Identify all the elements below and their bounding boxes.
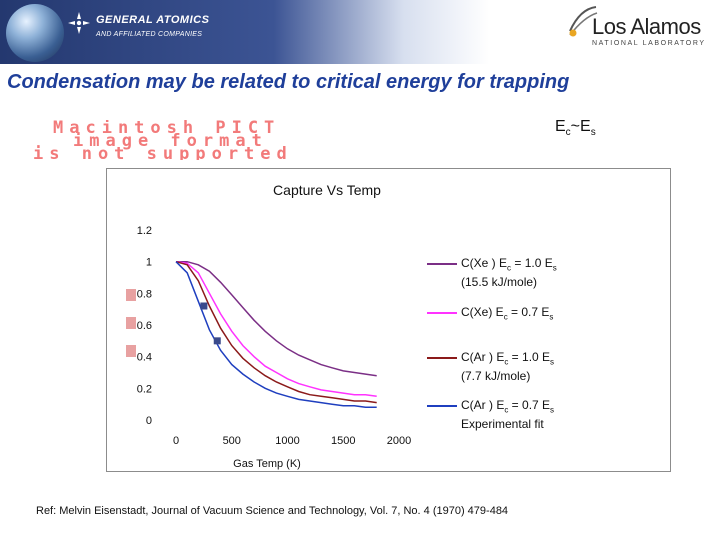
y-tick-label: 0.8 bbox=[137, 288, 152, 300]
left-marker-decoration-icon bbox=[126, 289, 136, 357]
chart-container: Capture Vs Temp Gas Temp (K) 0 0.2 0.4 0.6 0… bbox=[106, 168, 671, 472]
company-name: GENERAL ATOMICS bbox=[96, 14, 210, 26]
y-tick-label: 0.4 bbox=[137, 352, 152, 364]
chart-axes: 0 0.2 0.4 0.6 0.8 1 1.2 0 500 1000 1500 2000 bbox=[137, 225, 412, 447]
globe-logo-icon bbox=[6, 4, 64, 62]
reference-citation: Ref: Melvin Eisenstadt, Journal of Vacuu… bbox=[36, 505, 509, 517]
ec-es-label: Ec~Es bbox=[555, 118, 596, 139]
pict-line-3: is not supported bbox=[33, 144, 293, 160]
general-atomics-logo-icon bbox=[68, 12, 90, 34]
experimental-point bbox=[200, 302, 208, 310]
x-tick-label: 2000 bbox=[387, 435, 411, 447]
legend-entry: C(Ar ) Ec = 1.0 Es (7.7 kJ/mole) bbox=[461, 350, 555, 384]
header-banner: GENERAL ATOMICS AND AFFILIATED COMPANIES… bbox=[0, 0, 720, 64]
legend-swatch bbox=[427, 357, 457, 359]
series-line-2 bbox=[175, 260, 377, 404]
y-tick-label: 1 bbox=[146, 257, 152, 269]
pict-line-1: Macintosh PICT bbox=[53, 120, 280, 138]
company-subtitle: AND AFFILIATED COMPANIES bbox=[96, 31, 203, 38]
y-tick-label: 0.2 bbox=[137, 383, 152, 395]
legend-swatch bbox=[427, 405, 457, 407]
series-line-0 bbox=[176, 260, 377, 377]
chart-x-axis-label: Gas Temp (K) bbox=[233, 458, 301, 470]
y-tick-label: 0 bbox=[146, 415, 152, 427]
series-line-3 bbox=[175, 261, 377, 409]
chart-series bbox=[175, 260, 377, 409]
slide-title: Condensation may be related to critical … bbox=[7, 71, 570, 93]
x-tick-label: 500 bbox=[223, 435, 241, 447]
lab-name: Los Alamos bbox=[592, 14, 701, 39]
legend-entry: C(Ar ) Ec = 0.7 Es Experimental fit bbox=[461, 398, 555, 432]
chart-title: Capture Vs Temp bbox=[273, 182, 381, 198]
chart-plot: Capture Vs Temp Gas Temp (K) 00.20.40.60… bbox=[137, 182, 412, 470]
x-tick-label: 1500 bbox=[331, 435, 355, 447]
legend-swatch bbox=[427, 263, 457, 265]
legend-entry: C(Xe ) Ec = 1.0 Es (15.5 kJ/mole) bbox=[461, 256, 557, 290]
unsupported-pict-image: Macintosh PICT image format is not suppo… bbox=[33, 120, 293, 160]
y-tick-label: 0.6 bbox=[137, 320, 152, 332]
series-line-1 bbox=[175, 260, 377, 398]
x-tick-label: 1000 bbox=[275, 435, 299, 447]
pict-line-2: image format bbox=[73, 131, 268, 151]
legend-entry: C(Xe) Ec = 0.7 Es bbox=[461, 305, 554, 322]
lab-subtitle: NATIONAL LABORATORY bbox=[592, 40, 706, 47]
legend-swatch bbox=[427, 312, 457, 314]
los-alamos-logo-icon bbox=[569, 6, 598, 37]
x-tick-label: 0 bbox=[173, 435, 179, 447]
y-tick-label: 1.2 bbox=[137, 225, 152, 237]
experimental-point bbox=[213, 337, 221, 345]
